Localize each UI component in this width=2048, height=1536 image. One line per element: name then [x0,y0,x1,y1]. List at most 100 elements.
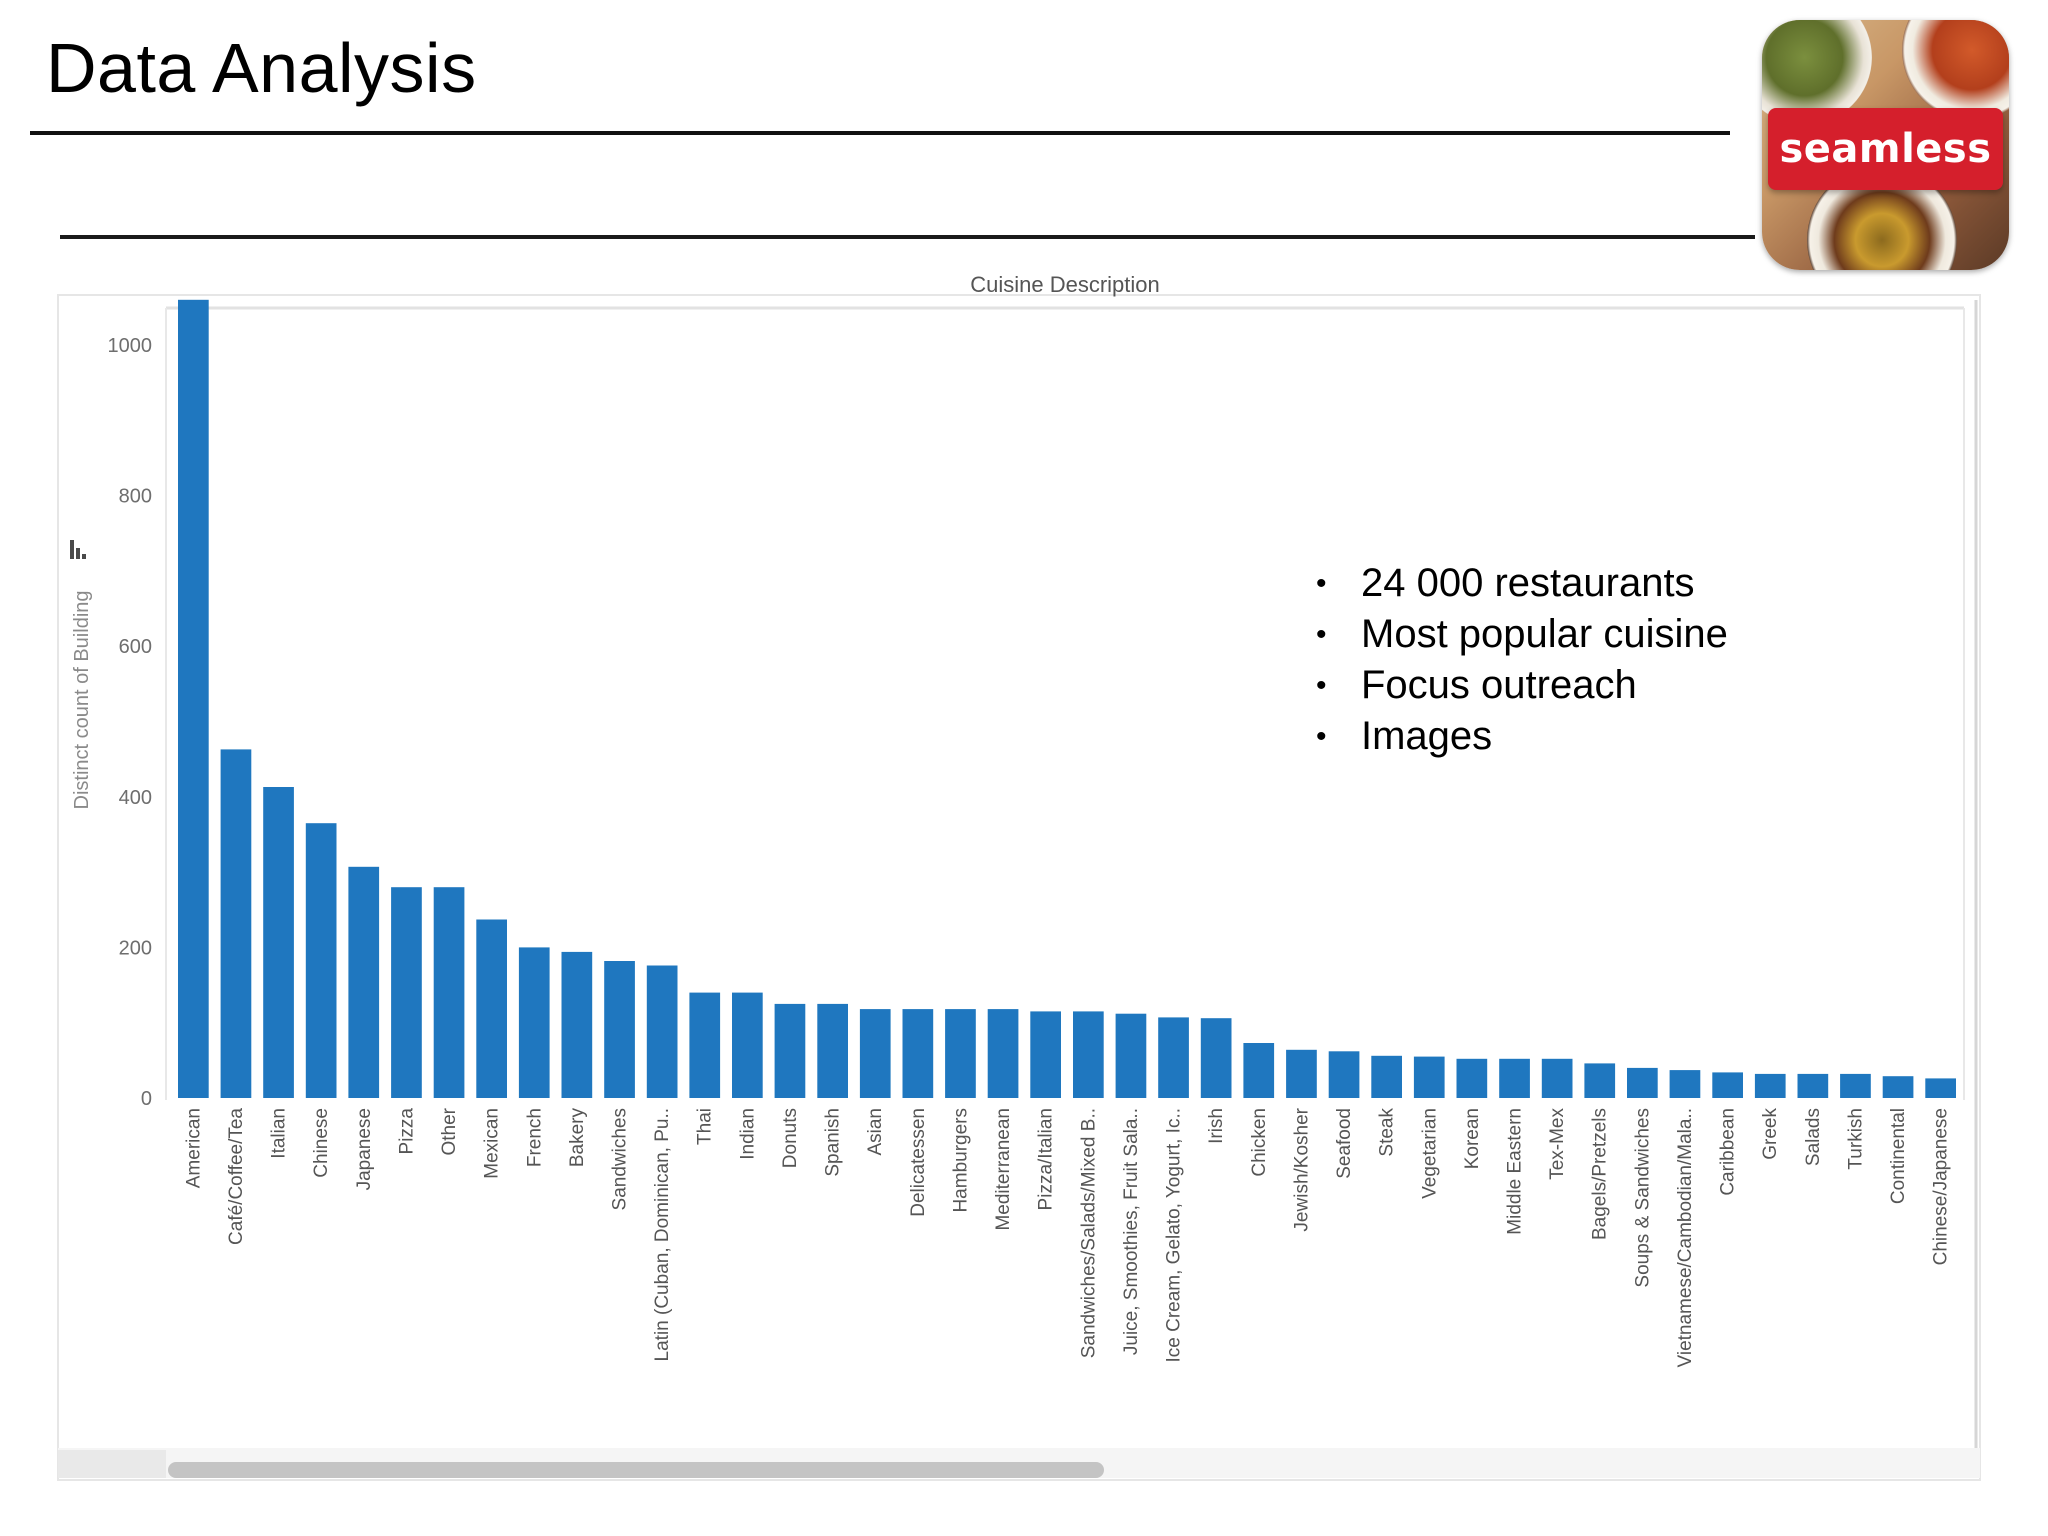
bullet-dot: • [1316,669,1327,702]
x-tick-label: Tex-Mex [1547,1108,1568,1180]
bar[interactable] [1158,1017,1189,1098]
horizontal-scrollbar[interactable] [58,1448,1980,1478]
bullet-dot: • [1316,720,1327,753]
bar[interactable] [391,887,422,1098]
bar[interactable] [518,947,550,1098]
bar[interactable] [1200,1018,1232,1098]
bar[interactable] [220,749,252,1098]
y-tick-label: 1000 [108,335,153,357]
x-tick-label: Steak [1377,1108,1398,1157]
bar[interactable] [945,1009,976,1098]
x-tick-label: Latin (Cuban, Dominican, Pu.. [652,1108,673,1361]
x-tick-label: Chinese/Japanese [1931,1108,1952,1265]
bullet-text: 24 000 restaurants [1361,561,1695,605]
bar[interactable] [1925,1078,1956,1098]
bar[interactable] [476,919,507,1099]
bar[interactable] [1286,1049,1317,1098]
bar[interactable] [1456,1058,1488,1098]
seamless-logo: seamless [1762,20,2009,270]
y-axis-ticks: 0 200 400 600 800 1000 [108,335,153,1110]
x-tick-label: American [183,1108,204,1188]
bar[interactable] [348,866,380,1098]
x-tick-label: Café/Coffee/Tea [226,1108,247,1245]
bar[interactable] [1754,1073,1786,1098]
x-tick-label: Sandwiches/Salads/Mixed B.. [1078,1108,1099,1358]
bar[interactable] [689,992,721,1098]
x-tick-label: Pizza [396,1108,417,1155]
bar[interactable] [1115,1013,1147,1098]
bar[interactable] [1328,1051,1360,1098]
x-tick-label: Sandwiches [610,1108,631,1210]
x-tick-label: Continental [1888,1108,1909,1204]
bar[interactable] [732,992,763,1098]
bar[interactable] [1882,1076,1914,1098]
bars [178,299,1956,1099]
logo-banner: seamless [1768,108,2003,190]
x-tick-label: Other [439,1107,460,1155]
x-tick-label: Japanese [354,1108,375,1190]
bar[interactable] [604,961,635,1098]
bar[interactable] [987,1009,1019,1098]
bar[interactable] [774,1003,806,1098]
bar[interactable] [1073,1011,1104,1098]
bar[interactable] [433,887,465,1098]
x-tick-label: Bagels/Pretzels [1590,1108,1611,1240]
bar[interactable] [1243,1043,1275,1098]
scrollbar-left-cap[interactable] [58,1450,166,1478]
y-tick-label: 400 [119,787,152,809]
title-rule [30,131,1730,135]
bar[interactable] [1030,1011,1061,1098]
x-tick-label: Italian [269,1108,290,1159]
x-tick-label: Mediterranean [993,1108,1014,1231]
x-tick-label: Chicken [1249,1108,1270,1177]
bullet-list: • 24 000 restaurants • Most popular cuisin… [1316,558,1728,762]
x-tick-label: Juice, Smoothies, Fruit Sala.. [1121,1108,1142,1355]
scrollbar-thumb[interactable] [168,1462,1104,1478]
bar[interactable] [1499,1058,1530,1098]
x-tick-label: Caribbean [1718,1108,1739,1196]
bar[interactable] [646,965,678,1099]
x-tick-label: Chinese [311,1108,332,1178]
logo-text: seamless [1779,126,1992,172]
x-tick-label: Salads [1803,1108,1824,1166]
y-tick-label: 200 [119,937,152,959]
slide-title: Data Analysis [46,29,477,107]
bar[interactable] [305,823,337,1098]
x-tick-label: Irish [1206,1108,1227,1144]
bullet-item: • Focus outreach [1316,660,1728,711]
x-tick-label: Jewish/Kosher [1291,1107,1312,1231]
x-tick-label: Asian [865,1108,886,1156]
x-tick-label: Soups & Sandwiches [1632,1108,1653,1288]
bar[interactable] [817,1003,848,1098]
bar[interactable] [178,299,209,1098]
bar[interactable] [1797,1073,1829,1098]
bar[interactable] [1669,1070,1701,1098]
bullet-item: • 24 000 restaurants [1316,558,1728,609]
y-tick-label: 800 [119,486,152,508]
bar[interactable] [263,787,294,1098]
sort-descending-icon[interactable] [70,540,86,559]
bar[interactable] [1371,1055,1402,1098]
x-tick-label: Mexican [482,1108,503,1179]
x-tick-label: Ice Cream, Gelato, Yogurt, Ic.. [1164,1108,1185,1363]
bar[interactable] [561,951,593,1098]
x-tick-label: Indian [737,1108,758,1160]
x-tick-label: Spanish [823,1108,844,1177]
bar[interactable] [902,1009,934,1098]
x-tick-label: Delicatessen [908,1108,929,1217]
x-tick-label: Turkish [1846,1108,1867,1170]
bar[interactable] [1712,1072,1743,1098]
bar[interactable] [1584,1063,1616,1098]
bullet-dot: • [1316,567,1327,600]
bar[interactable] [1840,1073,1871,1098]
x-tick-label: Donuts [780,1108,801,1168]
x-tick-label: French [524,1108,545,1167]
bar[interactable] [1541,1058,1573,1098]
y-axis-label: Distinct count of Building [71,590,93,809]
bar[interactable] [859,1009,891,1098]
bar[interactable] [1627,1067,1658,1098]
x-tick-label: Middle Eastern [1505,1108,1526,1235]
bar[interactable] [1413,1056,1445,1098]
x-tick-label: Hamburgers [951,1108,972,1213]
